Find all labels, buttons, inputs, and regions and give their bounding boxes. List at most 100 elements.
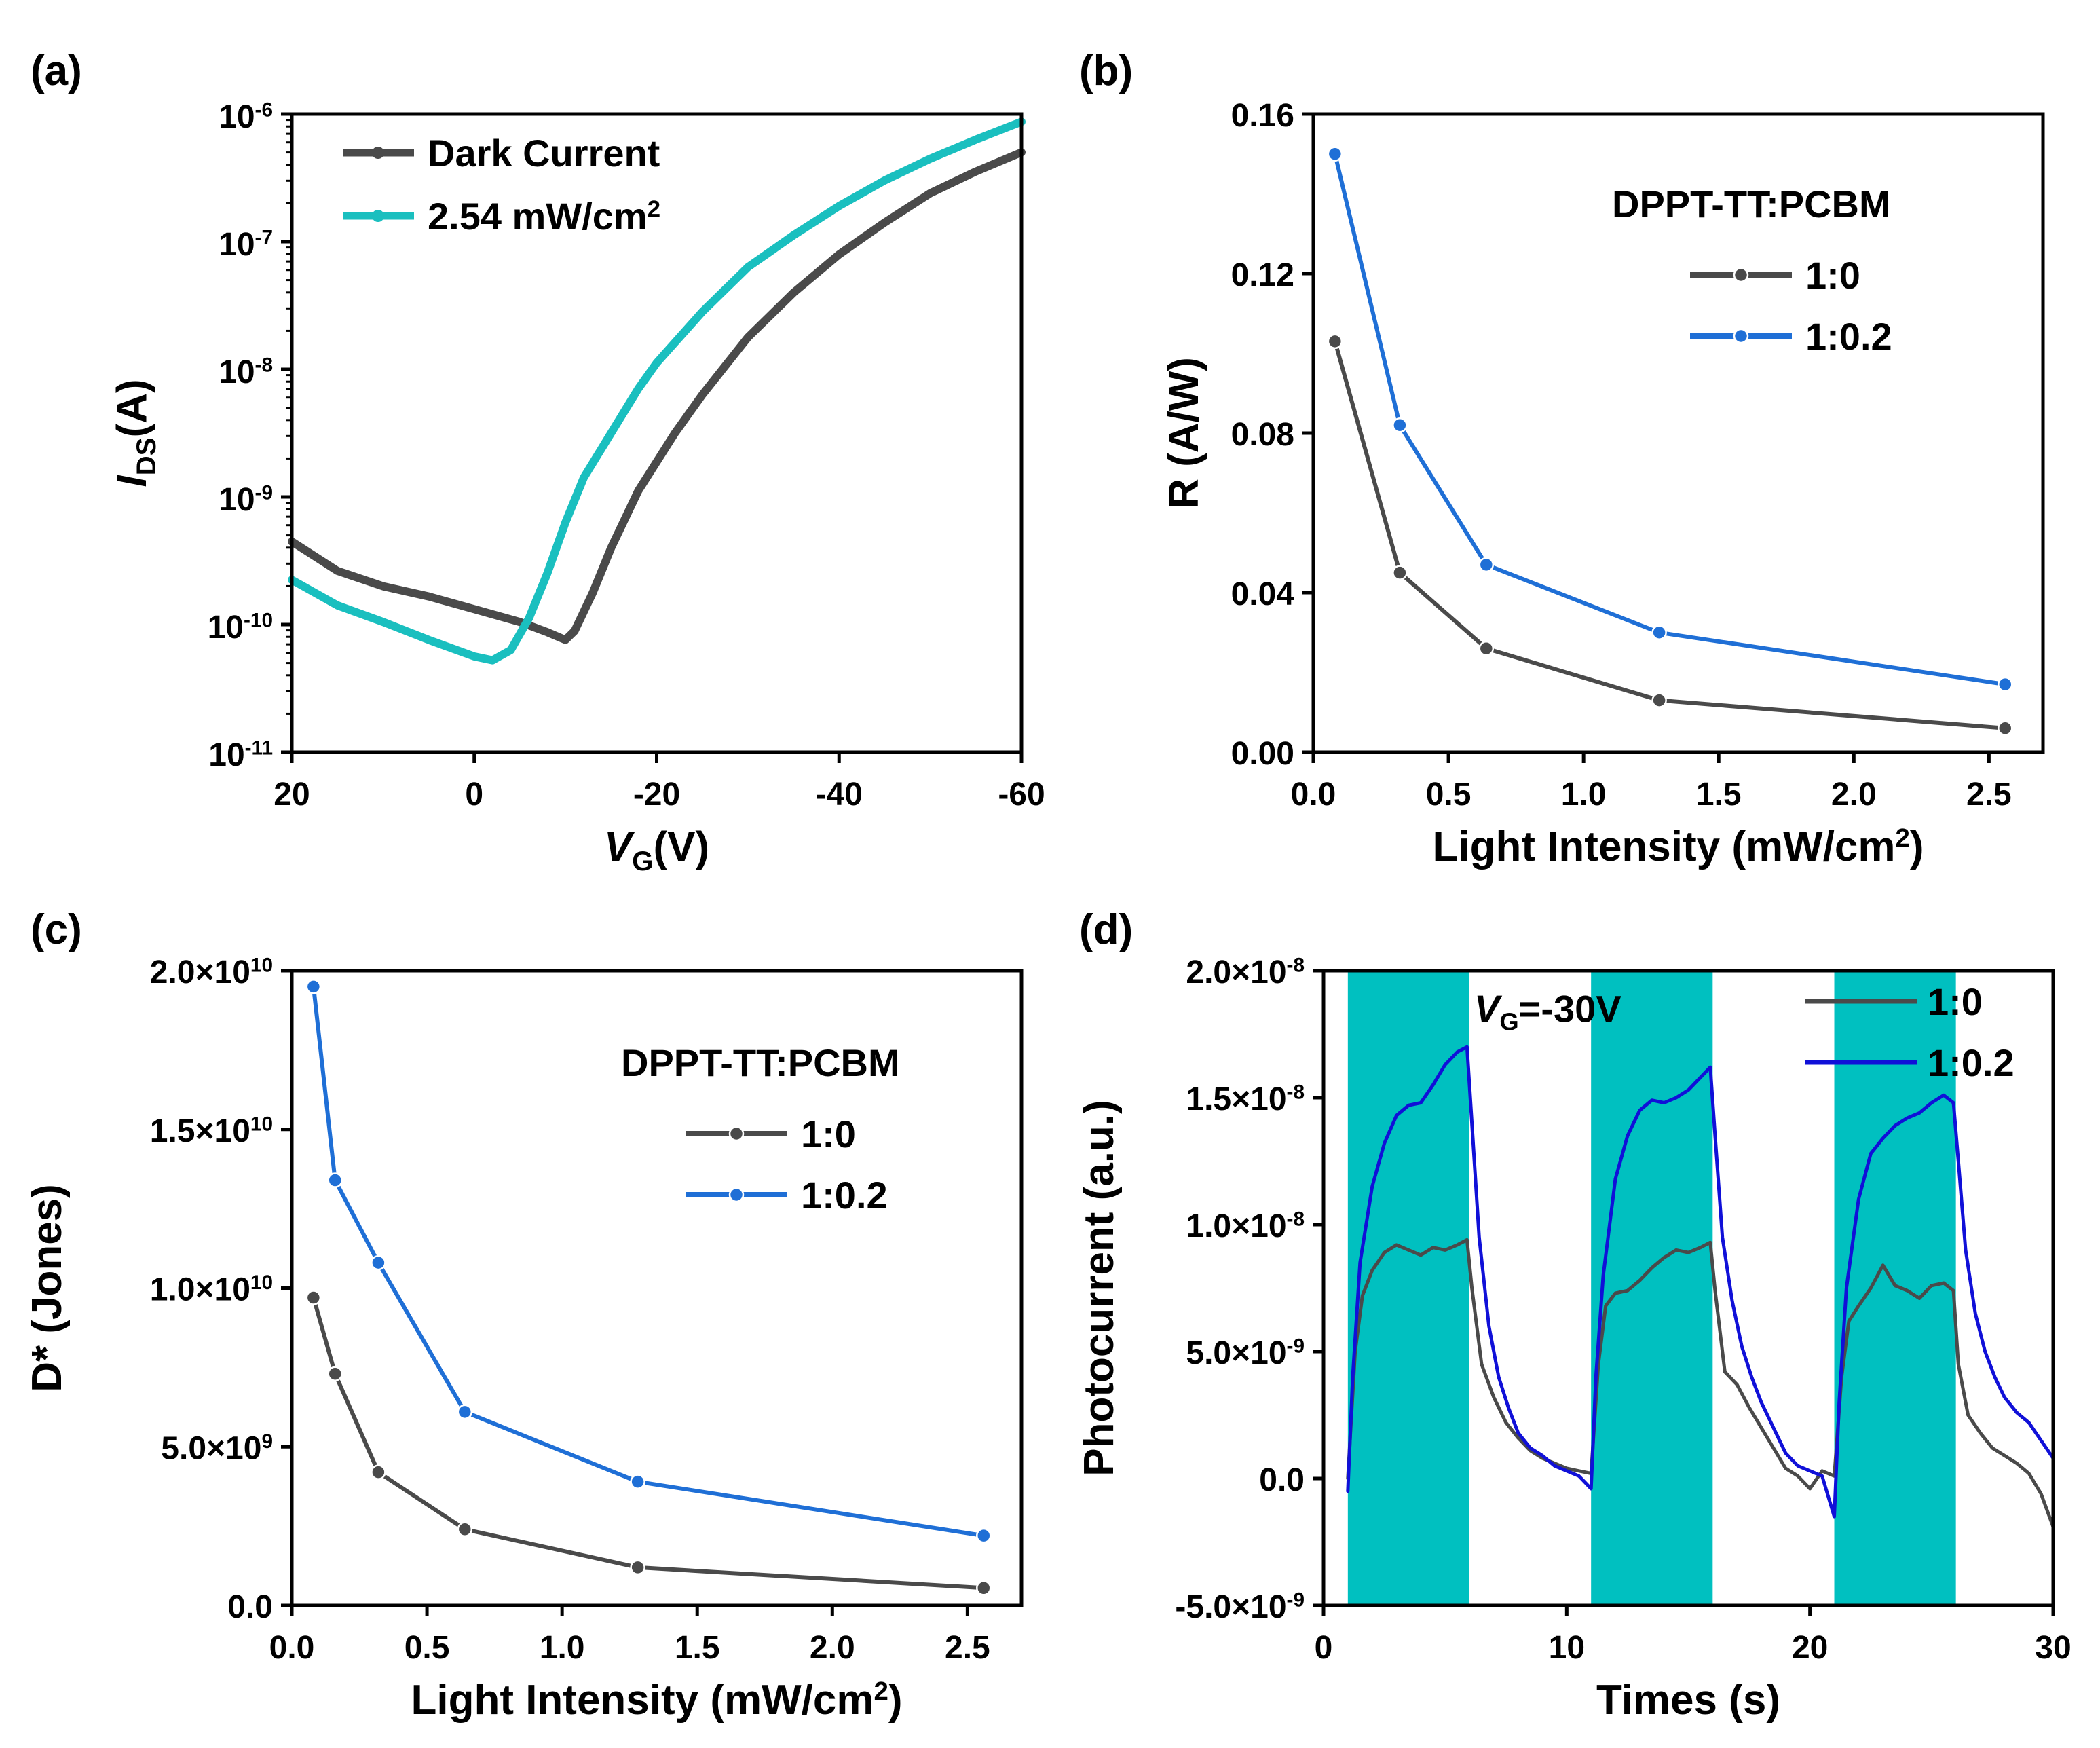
x-tick-label: 0	[465, 777, 483, 813]
x-tick-label: 0.0	[269, 1630, 315, 1666]
y-tick-label-part: 10	[219, 99, 255, 135]
illumination-window	[1834, 971, 1956, 1605]
series-line	[311, 1295, 986, 1591]
y-tick-label-part: -9	[255, 482, 273, 504]
x-axis-label-part: Light Intensity (mW/cm	[411, 1677, 874, 1724]
x-tick-label: 2.0	[1831, 777, 1877, 813]
data-point	[327, 1172, 343, 1188]
y-tick-label: 1.5×1010	[150, 1113, 273, 1149]
panel-b: 0.0 0.5 1.0 1.5 2.0 2.5 0.00 0.04 0.08 0.12 0.16 Li…	[1079, 48, 2045, 870]
x-tick-label: 1.5	[675, 1630, 720, 1666]
y-tick-label: -5.0×10-9	[1175, 1589, 1305, 1625]
y-tick-label: 1.5×10-8	[1186, 1081, 1305, 1117]
legend-label: 1:0	[1805, 254, 1860, 297]
x-axis-label: VG(V)	[604, 823, 709, 876]
panel-label: (b)	[1079, 48, 1133, 94]
y-axis-label: IDS(A)	[109, 379, 162, 487]
x-axis-label-part: )	[888, 1677, 903, 1724]
x-axis-label: Light Intensity (mW/cm2)	[1432, 823, 1924, 870]
y-axis-label-part: I	[109, 475, 155, 487]
y-tick-label-part: -6	[255, 99, 273, 122]
bias-annotation: VG=-30V	[1474, 987, 1621, 1036]
y-axis-label: Photocurrent (a.u.)	[1076, 1100, 1123, 1476]
x-tick-label: 0.5	[405, 1630, 450, 1666]
y-tick-label: 0.00	[1231, 736, 1294, 772]
x-tick-label: 2.5	[945, 1630, 990, 1666]
x-axis-label-part: 2	[874, 1677, 888, 1706]
x-tick-label: 30	[2035, 1630, 2071, 1666]
legend-label-part: 2	[648, 196, 660, 222]
data-point	[1998, 676, 2013, 692]
y-tick-label-part: 5.0×10	[161, 1430, 261, 1466]
legend-marker	[372, 210, 384, 222]
y-tick-label-part: 2.0×10	[150, 954, 250, 990]
y-tick-label: 0.08	[1231, 417, 1294, 453]
x-tick-label: 0	[1315, 1630, 1333, 1666]
y-tick-label-part: 1.0×10	[1186, 1208, 1286, 1244]
y-tick-label-part: 10	[250, 1113, 273, 1135]
data-point	[1651, 625, 1667, 640]
panel-c: 0.0 0.5 1.0 1.5 2.0 2.50.05.0×1091.0×10101.5×…	[24, 906, 1024, 1724]
y-tick-label-part: -8	[1287, 1208, 1305, 1231]
x-tick-label: 20	[274, 777, 310, 813]
y-tick-label-part: 5.0×10	[1186, 1335, 1286, 1371]
data-point	[305, 1290, 322, 1305]
legend-marker	[1733, 328, 1749, 344]
y-tick-label: 10-7	[219, 227, 273, 263]
y-tick-label: 2.0×10-8	[1186, 954, 1305, 990]
series-line	[311, 984, 986, 1538]
y-tick-label-part: 10	[208, 737, 244, 773]
data-point	[1392, 565, 1408, 580]
x-tick-label: 2.0	[810, 1630, 855, 1666]
y-tick-label: 2.0×1010	[150, 954, 273, 990]
series-line	[1346, 1045, 2055, 1519]
panel-label: (d)	[1079, 906, 1133, 953]
y-tick-label: 1.0×1010	[150, 1271, 273, 1307]
x-tick-label: 0.0	[1291, 777, 1336, 813]
series-line	[288, 148, 1026, 644]
legend-label: 1:0.2	[801, 1174, 888, 1216]
legend-title: DPPT-TT:PCBM	[621, 1041, 900, 1084]
data-point	[1478, 557, 1495, 573]
y-axis-label-part: DS	[131, 437, 162, 475]
legend-label: 1:0.2	[1928, 1041, 2014, 1084]
panel-d: 0 10 20 30-5.0×10-90.05.0×10-91.0×10-81.5×1…	[1076, 906, 2071, 1724]
y-axis-label: R (A/W)	[1161, 357, 1207, 509]
data-point	[371, 1254, 386, 1271]
bias-annotation-part: V	[1474, 987, 1503, 1030]
y-tick-label-part: -9	[1287, 1335, 1305, 1358]
y-tick-label-part: -8	[255, 354, 273, 377]
y-tick-label-part: -7	[255, 227, 273, 249]
y-tick-label: 5.0×109	[161, 1430, 273, 1466]
x-tick-label: 1.5	[1696, 777, 1742, 813]
panel-a: 20 0 -20 -40 -6010-1110-1010-910-810-710-6VG…	[31, 48, 1045, 876]
data-point	[976, 1580, 992, 1596]
y-tick-label-part: 10	[219, 227, 255, 263]
panel-label: (a)	[31, 48, 82, 94]
y-tick-label-part: 10	[219, 354, 255, 390]
y-axis-label: D* (Jones)	[24, 1184, 71, 1392]
bias-annotation-part: =-30V	[1519, 987, 1621, 1030]
x-tick-label: -20	[633, 777, 680, 813]
x-tick-label: 2.5	[1966, 777, 2012, 813]
legend-label-part: 2.54 mW/cm	[428, 195, 648, 238]
x-tick-label: 0.5	[1426, 777, 1471, 813]
legend-marker	[728, 1187, 745, 1203]
y-tick-label-part: -8	[1287, 954, 1305, 977]
y-tick-label-part: 10	[219, 482, 255, 518]
x-tick-label: -40	[816, 777, 863, 813]
y-tick-label-part: 10	[250, 1271, 273, 1294]
bias-annotation-part: G	[1499, 1008, 1518, 1036]
data-point	[630, 1559, 645, 1576]
y-tick-label: 10-8	[219, 354, 273, 390]
y-tick-label: 10-6	[219, 99, 273, 135]
y-tick-label-part: -11	[245, 737, 273, 760]
x-tick-label: -60	[998, 777, 1045, 813]
y-tick-label-part: 10	[250, 954, 273, 977]
legend-label: 1:0	[801, 1113, 856, 1155]
legend-label: 1:0	[1928, 980, 1983, 1023]
y-tick-label: 10-10	[208, 610, 273, 646]
y-tick-label: 5.0×10-9	[1186, 1335, 1305, 1371]
illumination-window	[1347, 971, 1469, 1605]
